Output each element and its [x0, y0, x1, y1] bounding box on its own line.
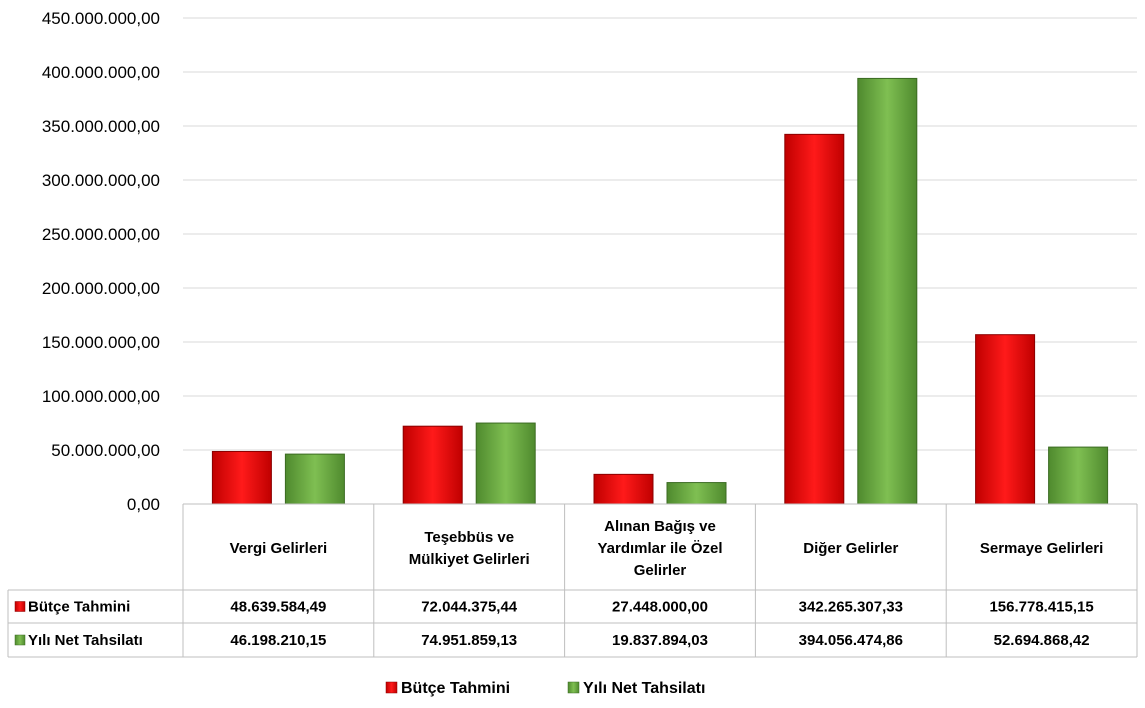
bar-butce-tahmini — [593, 473, 654, 505]
bar-yili-net-tahsilati — [475, 422, 536, 505]
bar-butce-tahmini — [402, 425, 463, 505]
bar-butce-tahmini — [975, 334, 1036, 505]
legend: Bütçe Tahmini Yılı Net Tahsilatı — [385, 680, 705, 697]
bar-butce-tahmini — [211, 450, 272, 505]
table-cell-value: 19.837.894,03 — [612, 632, 708, 649]
table-cell-value: 27.448.000,00 — [612, 599, 708, 616]
table-cell-value: 156.778.415,15 — [989, 599, 1093, 616]
category-label: Vergi Gelirleri — [230, 540, 328, 557]
table-cell-value: 48.639.584,49 — [230, 599, 326, 616]
y-tick-label: 100.000.000,00 — [42, 387, 160, 406]
legend-key-swatch — [14, 634, 26, 646]
y-tick-label: 150.000.000,00 — [42, 333, 160, 352]
legend-swatch — [567, 681, 580, 694]
table-cell-value: 72.044.375,44 — [421, 599, 518, 616]
y-tick-label: 200.000.000,00 — [42, 279, 160, 298]
category-label: Mülkiyet Gelirleri — [409, 551, 530, 568]
y-tick-label: 350.000.000,00 — [42, 117, 160, 136]
bar-yili-net-tahsilati — [857, 77, 918, 505]
table-cell-value: 46.198.210,15 — [230, 632, 326, 649]
category-label: Yardımlar ile Özel — [597, 540, 722, 557]
bar-butce-tahmini — [784, 133, 845, 505]
y-tick-label: 250.000.000,00 — [42, 225, 160, 244]
table-cell-value: 52.694.868,42 — [994, 632, 1090, 649]
y-tick-label: 50.000.000,00 — [51, 441, 160, 460]
legend-key-swatch — [14, 601, 26, 612]
table-cell-value: 342.265.307,33 — [799, 599, 903, 616]
table-row-header: Bütçe Tahmini — [28, 599, 130, 616]
y-tick-label: 400.000.000,00 — [42, 63, 160, 82]
table-cell-value: 394.056.474,86 — [799, 632, 903, 649]
data-table: Vergi Gelirleri Teşebbüs ve Mülkiyet Gelir… — [7, 503, 1138, 658]
bar-yili-net-tahsilati — [666, 482, 727, 505]
table-cell-value: 74.951.859,13 — [421, 632, 517, 649]
category-label: Teşebbüs ve — [424, 529, 514, 546]
category-label: Diğer Gelirler — [803, 540, 898, 557]
bars — [211, 77, 1109, 505]
category-label: Sermaye Gelirleri — [980, 540, 1103, 557]
legend-swatch — [385, 681, 398, 694]
bar-yili-net-tahsilati — [1048, 446, 1109, 505]
category-label: Alınan Bağış ve — [604, 518, 716, 535]
gridlines — [183, 17, 1137, 451]
table-row-header: Yılı Net Tahsilatı — [28, 632, 143, 649]
legend-label: Yılı Net Tahsilatı — [583, 680, 705, 697]
y-tick-label: 450.000.000,00 — [42, 9, 160, 28]
bar-yili-net-tahsilati — [284, 453, 345, 505]
category-label: Gelirler — [634, 562, 687, 579]
legend-label: Bütçe Tahmini — [401, 680, 510, 697]
y-axis-tick-labels: 0,00 50.000.000,00 100.000.000,00 150.000.0… — [42, 9, 160, 514]
y-tick-label: 0,00 — [127, 495, 160, 514]
y-tick-label: 300.000.000,00 — [42, 171, 160, 190]
